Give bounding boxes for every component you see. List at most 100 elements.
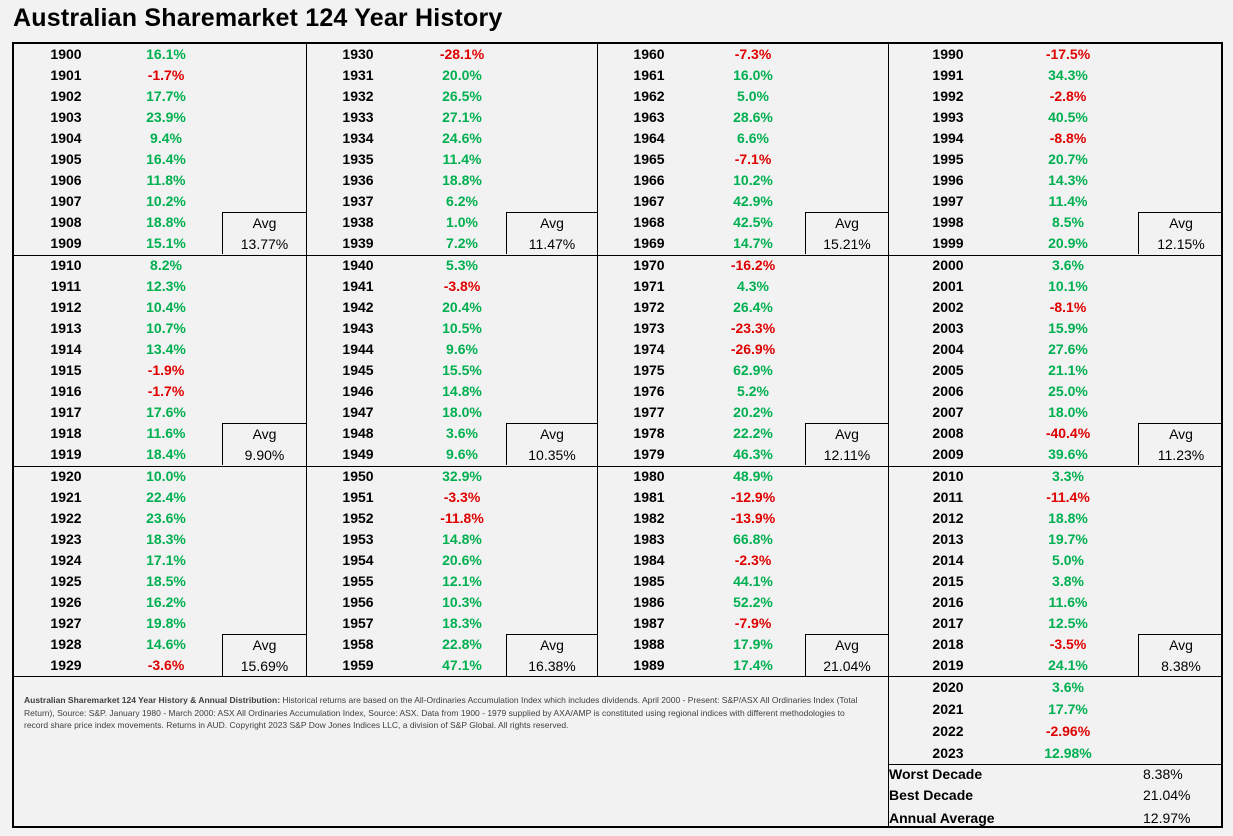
year-row: 1983 66.8% [597, 529, 888, 550]
year-label: 2015 [932, 573, 964, 589]
year-label: 1902 [50, 88, 82, 104]
return-value: 11.4% [1048, 193, 1088, 209]
avg-value: 16.38% [528, 658, 576, 674]
column-divider [888, 44, 889, 826]
year-label: 1935 [342, 151, 374, 167]
year-label: 1966 [633, 172, 665, 188]
year-row: 1961 16.0% [597, 65, 888, 86]
avg-label: Avg [835, 637, 859, 653]
year-label: 1948 [342, 425, 374, 441]
year-row: 1904 9.4% [14, 128, 306, 149]
year-row: 1993 40.5% [888, 107, 1223, 128]
year-label: 1984 [633, 552, 665, 568]
return-value: 48.9% [733, 468, 773, 484]
year-row: 1981 -12.9% [597, 487, 888, 508]
return-value: -3.5% [1049, 636, 1087, 652]
year-row: 1984 -2.3% [597, 550, 888, 571]
year-label: 2018 [932, 636, 964, 652]
return-value: 24.6% [442, 130, 482, 146]
year-label: 1925 [50, 573, 82, 589]
year-row: 2020 3.6% [888, 677, 1223, 698]
return-value: -8.1% [1049, 299, 1087, 315]
year-label: 1982 [633, 510, 665, 526]
return-value: 11.4% [442, 151, 482, 167]
year-row: 1933 27.1% [306, 107, 597, 128]
year-label: 1997 [932, 193, 964, 209]
year-row: 1974 -26.9% [597, 339, 888, 360]
return-value: 47.1% [442, 657, 482, 673]
return-value: 26.5% [442, 88, 482, 104]
return-value: -40.4% [1045, 425, 1091, 441]
year-row: 1940 5.3% [306, 255, 597, 276]
year-row: 1925 18.5% [14, 571, 306, 592]
year-label: 2011 [932, 489, 964, 505]
year-label: 1977 [633, 404, 665, 420]
year-row: 2008 -40.4% [888, 423, 1223, 444]
year-row: 1976 5.2% [597, 381, 888, 402]
year-label: 1995 [932, 151, 964, 167]
return-value: 42.9% [733, 193, 773, 209]
year-row: 2023 12.98% [888, 743, 1223, 764]
return-value: 27.6% [1048, 341, 1088, 357]
year-row: 1980 48.9% [597, 466, 888, 487]
decade-average-box: Avg 13.77% [222, 212, 306, 254]
return-value: 42.5% [733, 214, 773, 230]
year-label: 1922 [50, 510, 82, 526]
return-value: -16.2% [730, 257, 776, 273]
year-label: 1900 [50, 46, 82, 62]
year-row: 1922 23.6% [14, 508, 306, 529]
year-row: 2006 25.0% [888, 381, 1223, 402]
year-row: 1913 10.7% [14, 318, 306, 339]
return-value: 4.3% [737, 278, 769, 294]
year-label: 1937 [342, 193, 374, 209]
year-row: 1977 20.2% [597, 402, 888, 423]
year-label: 2017 [932, 615, 964, 631]
year-row: 2011 -11.4% [888, 487, 1223, 508]
year-label: 1970 [633, 257, 665, 273]
return-value: 40.5% [1048, 109, 1088, 125]
year-label: 1980 [633, 468, 665, 484]
return-value: 25.0% [1048, 383, 1088, 399]
year-row: 1906 11.8% [14, 170, 306, 191]
page-title: Australian Sharemarket 124 Year History [13, 4, 503, 32]
return-value: -1.9% [147, 362, 185, 378]
year-row: 1999 20.9% [888, 233, 1223, 254]
year-row: 1965 -7.1% [597, 149, 888, 170]
year-label: 2002 [932, 299, 964, 315]
year-row: 1968 42.5% [597, 212, 888, 233]
year-label: 1954 [342, 552, 374, 568]
year-row: 1971 4.3% [597, 276, 888, 297]
return-value: -2.8% [1049, 88, 1087, 104]
year-label: 1912 [50, 299, 82, 315]
return-value: 34.3% [1048, 67, 1088, 83]
decade-block-2000: 2000 3.6% 2001 10.1% 2002 -8.1% 2003 15.9% 2004 2… [888, 255, 1223, 465]
year-row: 1978 22.2% [597, 423, 888, 444]
year-row: 1960 -7.3% [597, 44, 888, 65]
return-value: -7.1% [734, 151, 772, 167]
year-row: 2015 3.8% [888, 571, 1223, 592]
return-value: 12.1% [442, 573, 482, 589]
summary-value: 12.97% [1143, 810, 1191, 826]
year-row: 1959 47.1% [306, 655, 597, 676]
avg-label: Avg [540, 637, 564, 653]
avg-value: 10.35% [528, 447, 576, 463]
year-row: 1914 13.4% [14, 339, 306, 360]
year-label: 1996 [932, 172, 964, 188]
summary-value: 21.04% [1143, 787, 1191, 803]
year-label: 2013 [932, 531, 964, 547]
return-value: -3.8% [443, 278, 481, 294]
year-label: 1976 [633, 383, 665, 399]
return-value: -8.8% [1049, 130, 1087, 146]
return-value: 18.4% [146, 446, 186, 462]
year-row: 1962 5.0% [597, 86, 888, 107]
return-value: 18.5% [146, 573, 186, 589]
return-value: 22.8% [442, 636, 482, 652]
year-label: 1999 [932, 235, 964, 251]
year-label: 1911 [50, 278, 82, 294]
return-value: 12.3% [146, 278, 186, 294]
year-label: 1923 [50, 531, 82, 547]
return-value: 62.9% [733, 362, 773, 378]
decade-block-1950: 1950 32.9% 1951 -3.3% 1952 -11.8% 1953 14.8% 195… [306, 466, 597, 676]
decade-block-1940: 1940 5.3% 1941 -3.8% 1942 20.4% 1943 10.5% 1944 9… [306, 255, 597, 465]
return-value: -28.1% [439, 46, 485, 62]
